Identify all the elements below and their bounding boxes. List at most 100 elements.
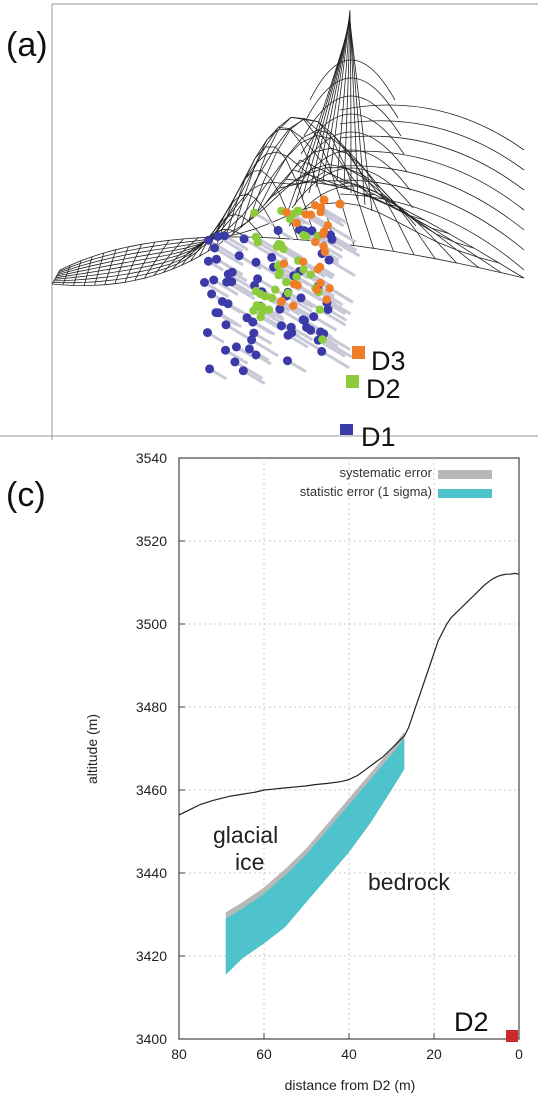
detector-point [207,289,217,299]
detector-point [271,285,280,294]
detector-point [244,344,254,354]
mesh-line [297,131,408,173]
detector-point [257,302,267,311]
mesh-line [73,260,82,286]
mesh-line [94,252,105,286]
detector-point [267,293,277,303]
legend-statistic-swatch [438,489,492,498]
mesh-line [162,237,199,273]
legend-statistic-label: statistic error (1 sigma) [300,484,432,499]
detector-point [279,259,289,268]
detector-point [282,208,291,217]
track-line [215,257,244,277]
mesh-line [224,146,317,242]
detector-point [213,231,223,241]
mesh-line [306,77,399,119]
mesh-line [286,178,479,268]
detector-point [249,306,258,315]
track-line [250,338,279,358]
detector-point [248,317,258,327]
mesh-line [190,228,247,262]
detector-point [276,321,286,331]
mesh-line [271,167,436,259]
mesh-line [51,269,61,285]
d1-legend-marker [340,424,353,435]
detector-point [275,268,285,277]
track-line [328,287,354,304]
detector-point [309,312,319,322]
detector-point [267,252,277,262]
detector-point [295,207,304,216]
detector-point [251,350,261,360]
detector-point [316,327,325,337]
surface-profile-line [178,572,520,816]
detector-point [275,304,285,314]
legend-systematic-swatch [438,470,492,479]
detector-point [251,232,261,242]
detector-point [230,357,240,367]
mesh-line [134,241,156,281]
detector-point [320,247,330,256]
detector-point [301,210,310,219]
detector-point [313,265,322,274]
y-tick-label: 3400 [136,1031,167,1047]
detector-point [221,345,230,355]
mesh-line [336,11,351,182]
mesh-line [309,59,396,101]
panel-a-tag: (a) [6,26,48,64]
mesh-line [339,165,525,231]
mesh-line [291,167,414,209]
mesh-line [207,193,281,252]
d3-legend-marker [352,346,365,359]
mesh-line [114,246,129,284]
detector-point [260,292,270,301]
track-line [207,239,239,260]
y-tick-label: 3480 [136,699,167,715]
track-line [319,308,347,327]
detector-point [285,215,295,224]
detector-point [298,315,308,325]
detector-point [322,295,331,304]
mesh-line [294,149,411,191]
error-band [225,738,405,975]
detector-point [323,304,333,314]
bedrock-label: bedrock [368,869,450,895]
track-line [257,240,289,262]
detector-point [335,199,345,209]
detector-point [306,325,316,335]
detector-point [200,278,209,287]
mesh-line [232,127,336,244]
detector-legend: D3 D2 D1 [340,346,406,452]
detector-point [223,299,233,309]
detector-point [209,275,219,285]
detector-point [326,230,335,240]
mesh-line [339,104,525,151]
detector-point [234,251,244,261]
mesh-line [104,249,117,285]
mesh-line [292,169,502,273]
detector-point [222,277,232,287]
detector-point [264,305,274,314]
detector-point [315,305,325,314]
d1-legend-label: D1 [361,422,396,452]
legend-systematic-label: systematic error [340,465,433,480]
y-tick-label: 3420 [136,948,167,964]
detector-point [204,235,213,245]
track-line [290,331,322,352]
surface-profile [178,572,520,816]
detector-point [277,297,286,307]
glacial-ice-label-line1: glacial [213,822,278,848]
detector-point [251,257,261,267]
y-tick-label: 3520 [136,533,167,549]
x-axis-label: distance from D2 (m) [285,1077,416,1093]
track-line [320,350,350,370]
detector-point [319,195,329,205]
detector-point [316,278,325,288]
x-tick-label: 60 [256,1046,272,1062]
detector-point [272,242,282,251]
track-line [319,210,345,228]
mesh-line [55,116,400,279]
detector-point [318,230,328,239]
panel-c: (c) 80 60 40 20 0 3400 3420 3440 3460 3480 3500 352… [6,450,523,1093]
